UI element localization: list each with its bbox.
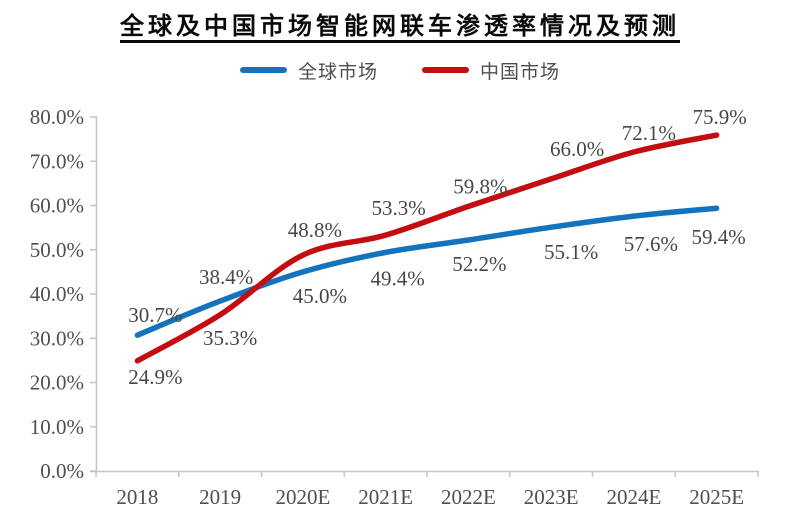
legend-swatch-china-market (422, 67, 469, 73)
data-label-china-market: 59.8% (453, 174, 507, 198)
legend-swatch-global-market (239, 67, 287, 73)
y-axis-label: 20.0% (30, 371, 84, 395)
y-axis-label: 70.0% (30, 149, 84, 173)
y-axis-label: 60.0% (30, 194, 84, 218)
data-label-global-market: 45.0% (293, 284, 347, 308)
data-label-china-market: 72.1% (622, 121, 676, 145)
data-label-global-market: 38.4% (199, 265, 253, 289)
legend-label-global-market: 全球市场 (297, 61, 378, 83)
data-label-china-market: 35.3% (203, 326, 257, 350)
x-axis-label: 2021E (358, 485, 413, 509)
legend-item-china-market: 中国市场 (422, 57, 560, 84)
data-label-global-market: 30.7% (128, 303, 182, 327)
x-axis-label: 2022E (441, 485, 496, 509)
data-label-china-market: 75.9% (693, 105, 747, 129)
series-line-china-market (134, 132, 720, 364)
series-line-global-market (134, 205, 720, 338)
x-axis-label: 2019 (199, 485, 241, 509)
y-axis-label: 0.0% (40, 459, 84, 483)
y-axis-label: 30.0% (30, 326, 84, 350)
data-label-china-market: 24.9% (128, 365, 182, 389)
data-label-china-market: 48.8% (288, 218, 342, 242)
legend: 全球市场 中国市场 (0, 57, 800, 83)
data-label-china-market: 53.3% (372, 196, 426, 220)
data-label-global-market: 59.4% (692, 225, 746, 249)
data-label-global-market: 49.4% (371, 266, 425, 290)
chart-title: 全球及中国市场智能网联车渗透率情况及预测 (120, 14, 680, 40)
data-label-global-market: 52.2% (452, 252, 506, 276)
data-label-global-market: 57.6% (624, 232, 678, 256)
legend-item-global-market: 全球市场 (239, 57, 378, 84)
y-axis-label: 80.0% (30, 105, 84, 129)
x-axis-label: 2020E (275, 485, 330, 509)
x-axis-label: 2018 (116, 485, 158, 509)
x-axis-label: 2024E (606, 485, 661, 509)
y-axis-label: 10.0% (30, 415, 84, 439)
legend-label-china-market: 中国市场 (480, 61, 561, 83)
x-axis-label: 2025E (689, 485, 744, 509)
data-label-china-market: 66.0% (550, 137, 604, 161)
y-axis-label: 50.0% (30, 238, 84, 262)
y-axis-label: 40.0% (30, 282, 84, 306)
data-label-global-market: 55.1% (544, 240, 598, 264)
x-axis-label: 2023E (524, 485, 579, 509)
